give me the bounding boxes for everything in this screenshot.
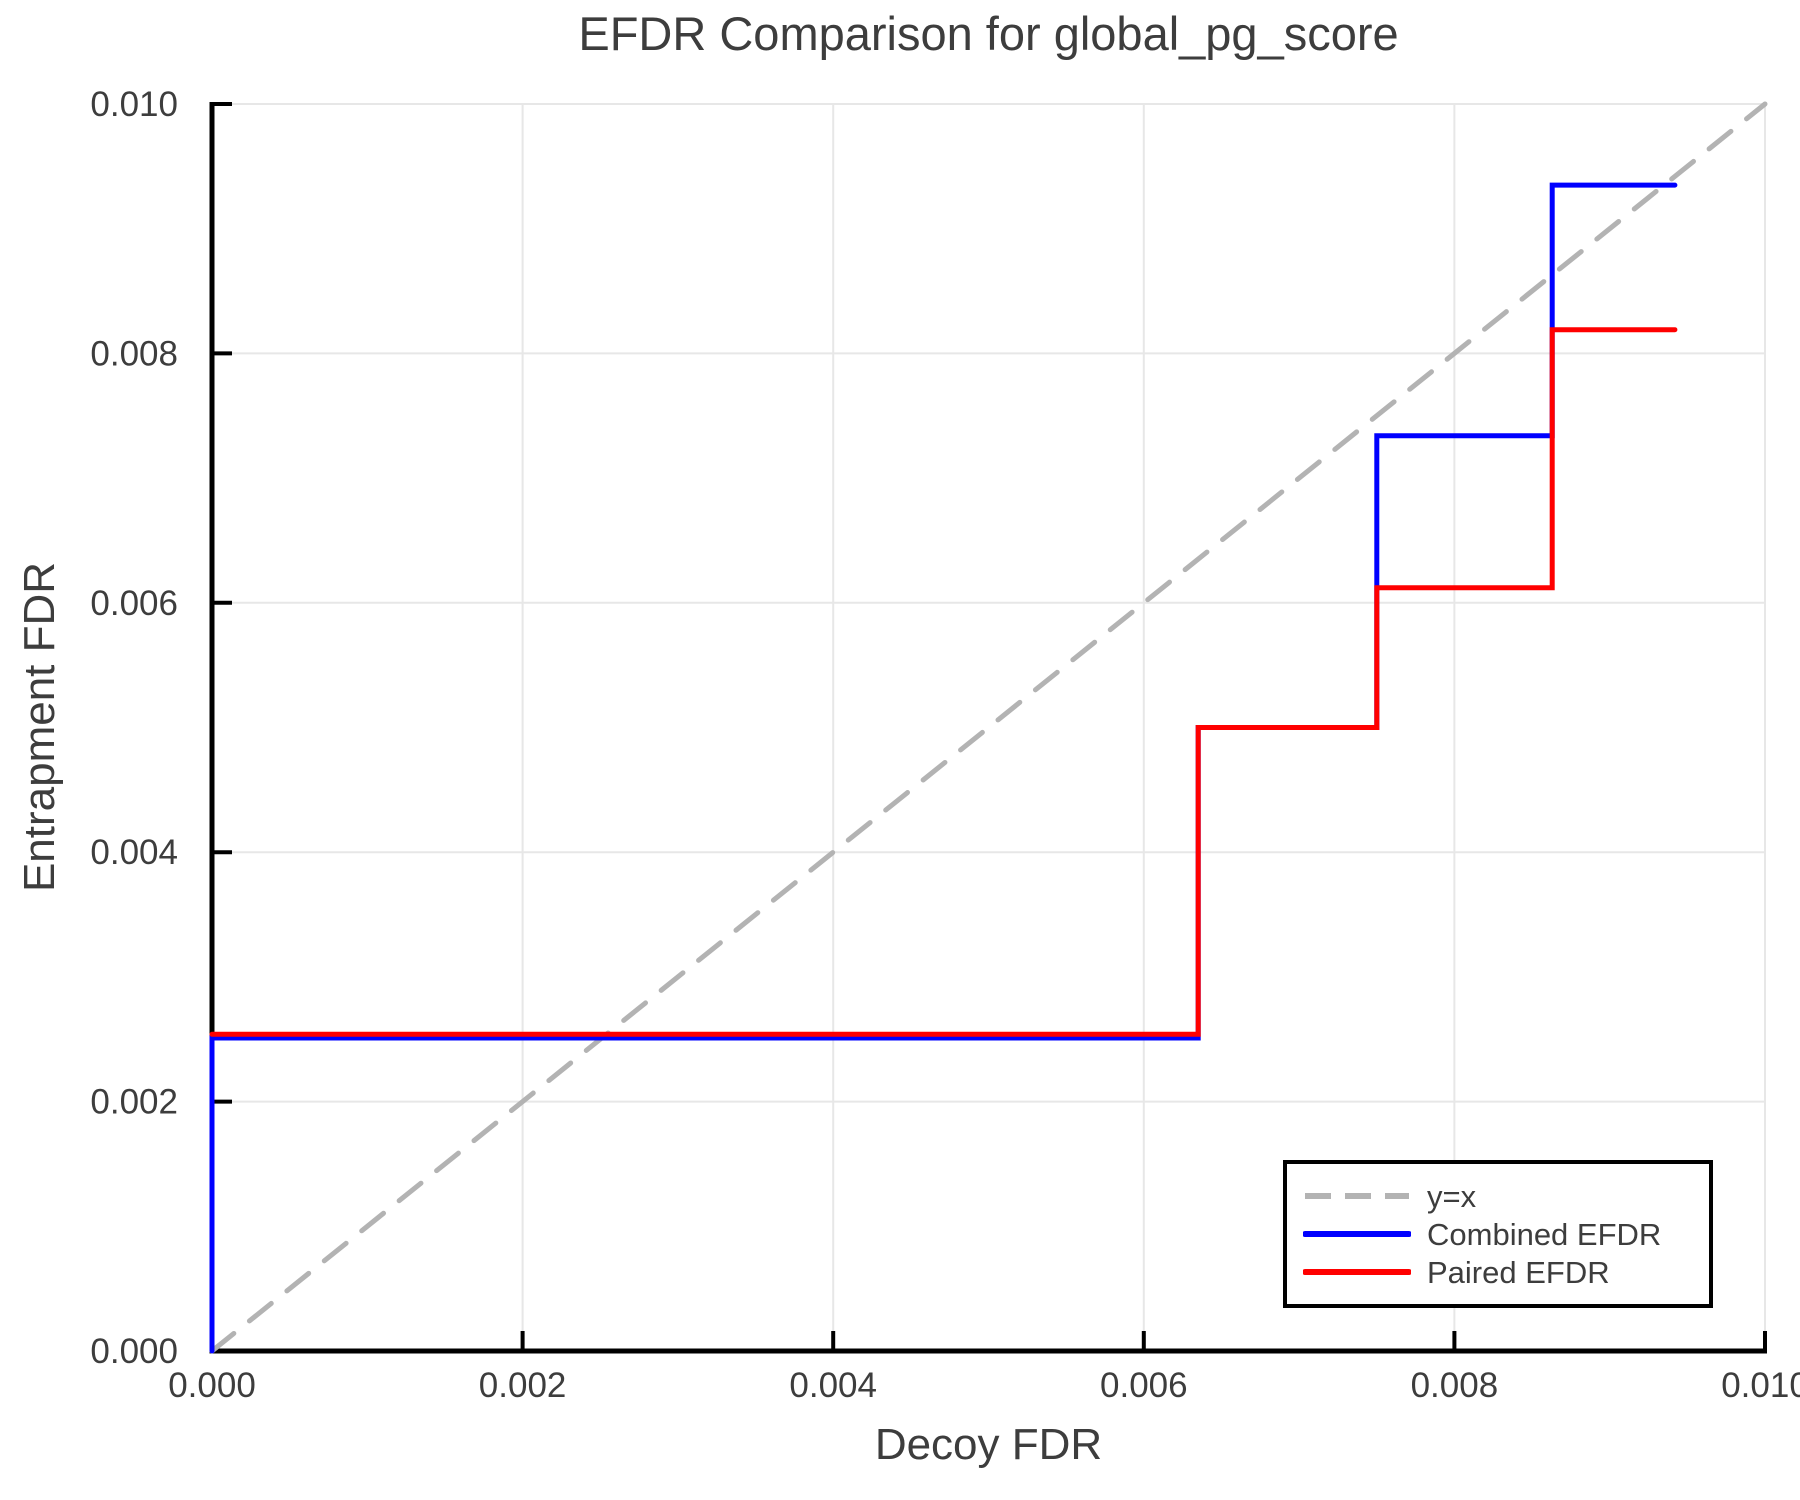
y-tick-label: 0.010 <box>90 85 178 124</box>
y-tick-label: 0.000 <box>90 1332 178 1371</box>
x-tick-label: 0.008 <box>1411 1366 1499 1405</box>
legend-row: Paired EFDR <box>1303 1253 1709 1291</box>
x-tick-label: 0.000 <box>168 1366 256 1405</box>
legend-line-sample <box>1305 1193 1409 1199</box>
series-y-x <box>209 101 1768 1354</box>
x-axis-label: Decoy FDR <box>874 1420 1103 1469</box>
legend-line-sample <box>1303 1269 1411 1275</box>
y-tick-label: 0.004 <box>90 833 178 872</box>
x-tick-label: 0.002 <box>479 1366 567 1405</box>
y-tick-label: 0.002 <box>90 1083 178 1122</box>
legend-label: Paired EFDR <box>1427 1254 1610 1290</box>
x-tick-label: 0.004 <box>789 1366 877 1405</box>
x-tick-label: 0.010 <box>1721 1366 1800 1405</box>
y-tick-label: 0.008 <box>90 334 178 373</box>
x-tick-label: 0.006 <box>1100 1366 1188 1405</box>
y-tick-label: 0.006 <box>90 584 178 623</box>
series-paired-efdr <box>209 327 1678 1037</box>
legend-line-sample <box>1303 1231 1411 1237</box>
legend-box: y=x Combined EFDR Paired EFDR <box>1283 1160 1713 1308</box>
legend-label: Combined EFDR <box>1427 1216 1662 1252</box>
legend-label: y=x <box>1427 1178 1477 1214</box>
chart-title: EFDR Comparison for global_pg_score <box>578 7 1399 60</box>
legend-row: y=x <box>1303 1177 1709 1215</box>
legend-row: Combined EFDR <box>1303 1215 1709 1253</box>
